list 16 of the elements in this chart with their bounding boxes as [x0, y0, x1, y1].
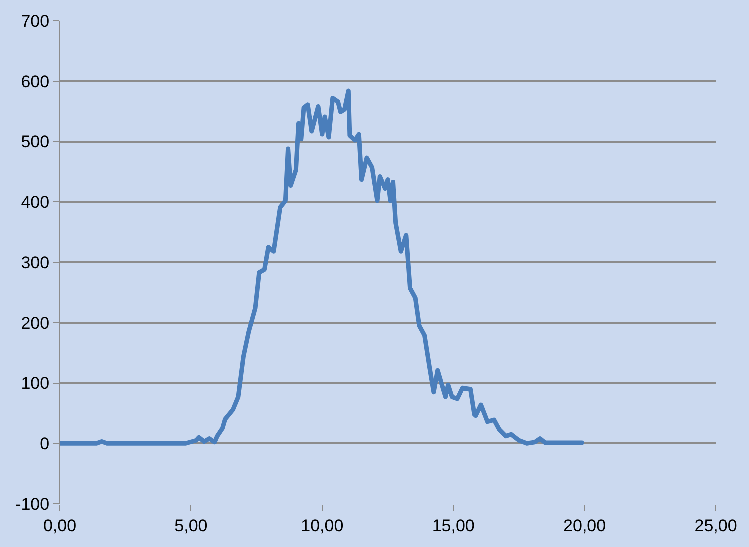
y-tick-label: 700 — [21, 12, 50, 31]
x-tick-label: 20,00 — [564, 516, 606, 536]
x-tick-label: 0,00 — [43, 516, 77, 536]
y-tick-label: 200 — [21, 314, 50, 333]
line-series — [60, 88, 584, 446]
y-tick-label: 400 — [21, 193, 50, 212]
y-tick-label: 500 — [21, 132, 50, 152]
y-tick-label: 300 — [21, 253, 50, 272]
x-tick-label: 10,00 — [301, 516, 344, 536]
y-tick-label: -100 — [16, 494, 50, 514]
y-tick-label: 0 — [40, 434, 50, 454]
x-tick-label: 5,00 — [174, 516, 208, 536]
y-tick-label: 600 — [21, 72, 50, 92]
x-tick-label: 15,00 — [432, 516, 475, 536]
x-tick-label: 25,00 — [694, 516, 738, 536]
y-tick-label: 100 — [21, 374, 50, 394]
